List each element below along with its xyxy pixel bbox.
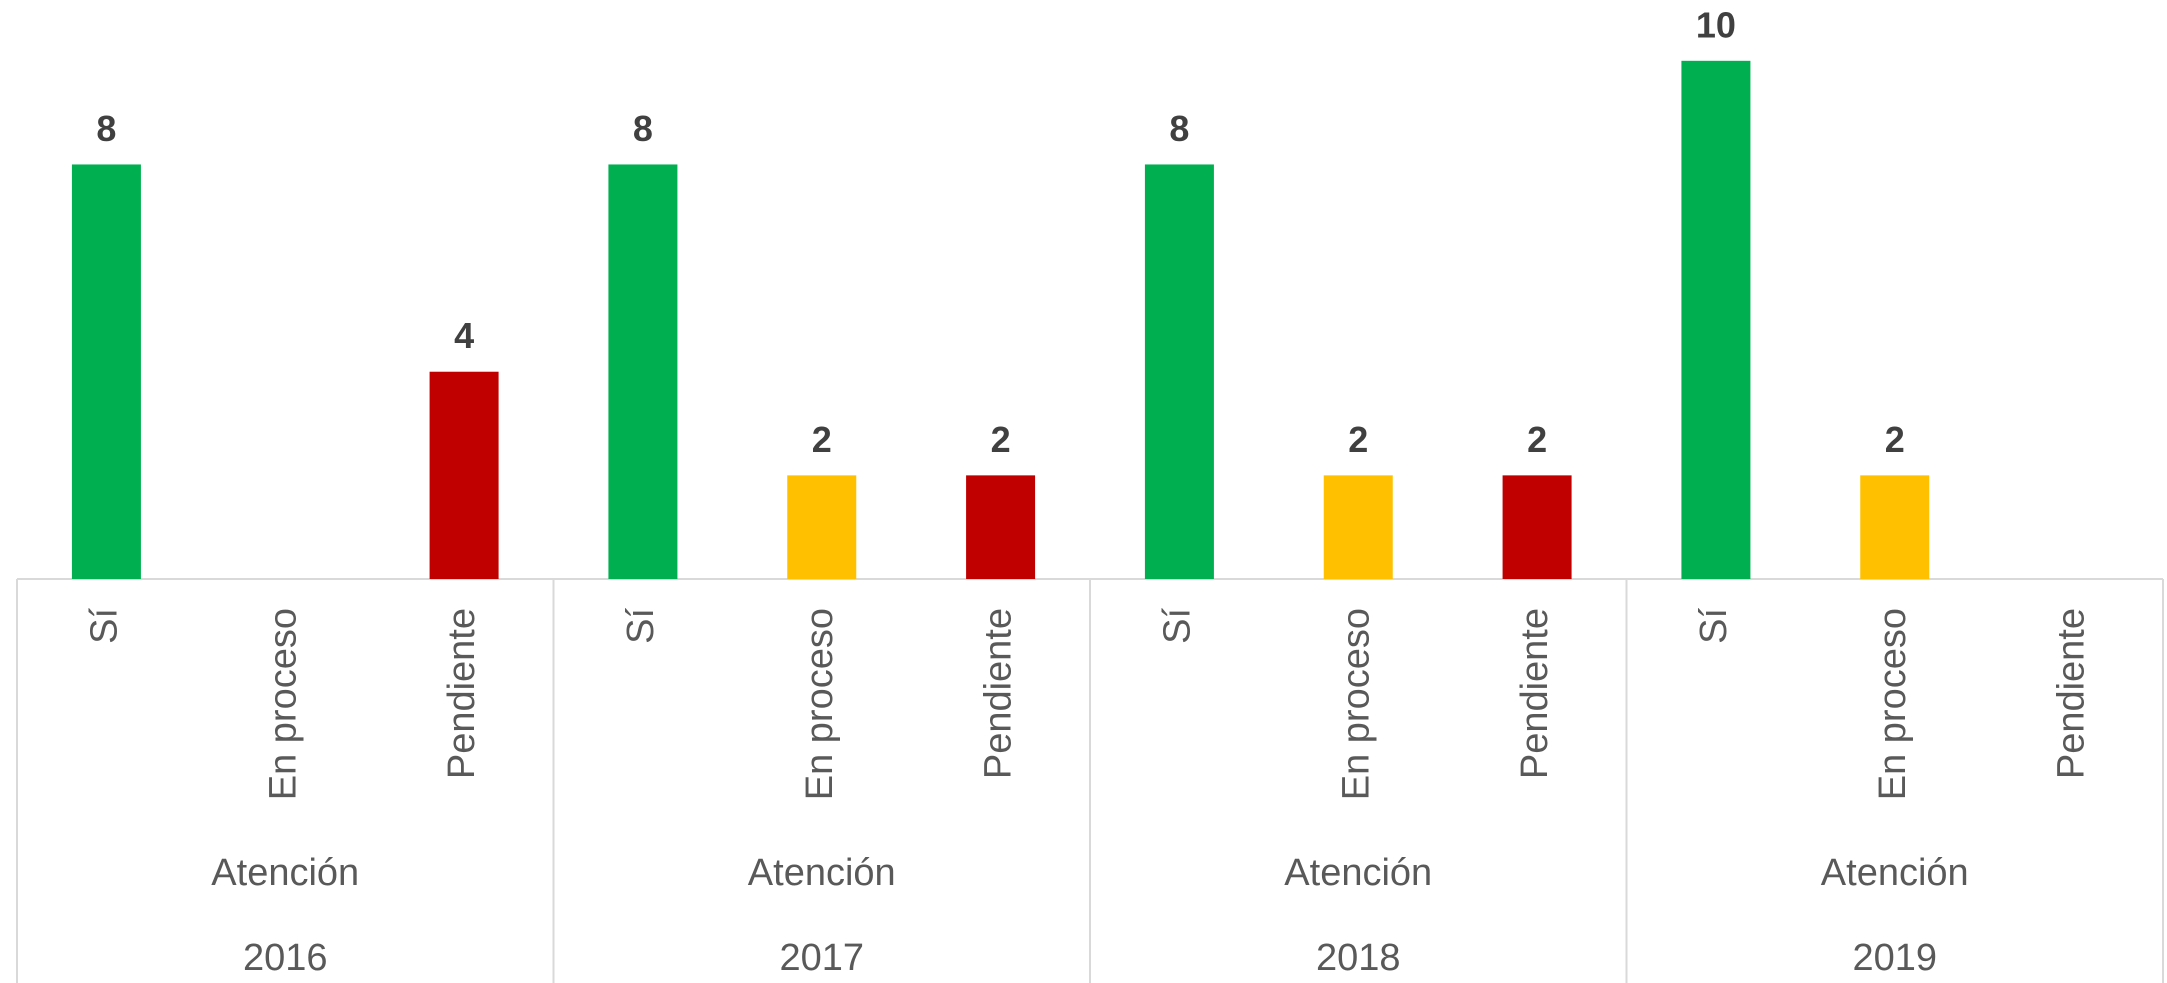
category-label: Pendiente [1514, 608, 1556, 779]
category-label: En proceso [799, 608, 841, 800]
value-label: 2 [991, 419, 1011, 460]
group-label: Atención [1821, 852, 1969, 894]
year-label: 2016 [243, 937, 328, 979]
group-label: Atención [748, 852, 896, 894]
year-label: 2019 [1852, 937, 1937, 979]
bar [1502, 475, 1572, 579]
value-label: 4 [454, 315, 474, 356]
category-label: Sí [1693, 608, 1735, 644]
bar [1144, 164, 1214, 580]
category-label: En proceso [1872, 608, 1914, 800]
value-label: 2 [1527, 419, 1547, 460]
category-label: Sí [83, 608, 125, 644]
category-label: Sí [620, 608, 662, 644]
bar [1860, 475, 1930, 579]
value-label: 8 [96, 108, 116, 149]
category-label: Pendiente [978, 608, 1020, 779]
bar [1323, 475, 1393, 579]
category-label: En proceso [1335, 608, 1377, 800]
category-label: En proceso [262, 608, 304, 800]
value-label: 10 [1696, 4, 1736, 45]
category-label: Pendiente [441, 608, 483, 779]
value-label: 2 [1348, 419, 1368, 460]
value-label: 2 [812, 419, 832, 460]
value-label: 2 [1885, 419, 1905, 460]
bar [429, 371, 499, 579]
bar [787, 475, 857, 579]
bar [1681, 60, 1751, 580]
value-label: 8 [1169, 108, 1189, 149]
value-label: 8 [633, 108, 653, 149]
group-label: Atención [211, 852, 359, 894]
bar [966, 475, 1036, 579]
year-label: 2018 [1316, 937, 1401, 979]
group-label: Atención [1284, 852, 1432, 894]
year-label: 2017 [779, 937, 864, 979]
category-label: Pendiente [2051, 608, 2093, 779]
bar [608, 164, 678, 580]
bar [71, 164, 141, 580]
category-label: Sí [1156, 608, 1198, 644]
